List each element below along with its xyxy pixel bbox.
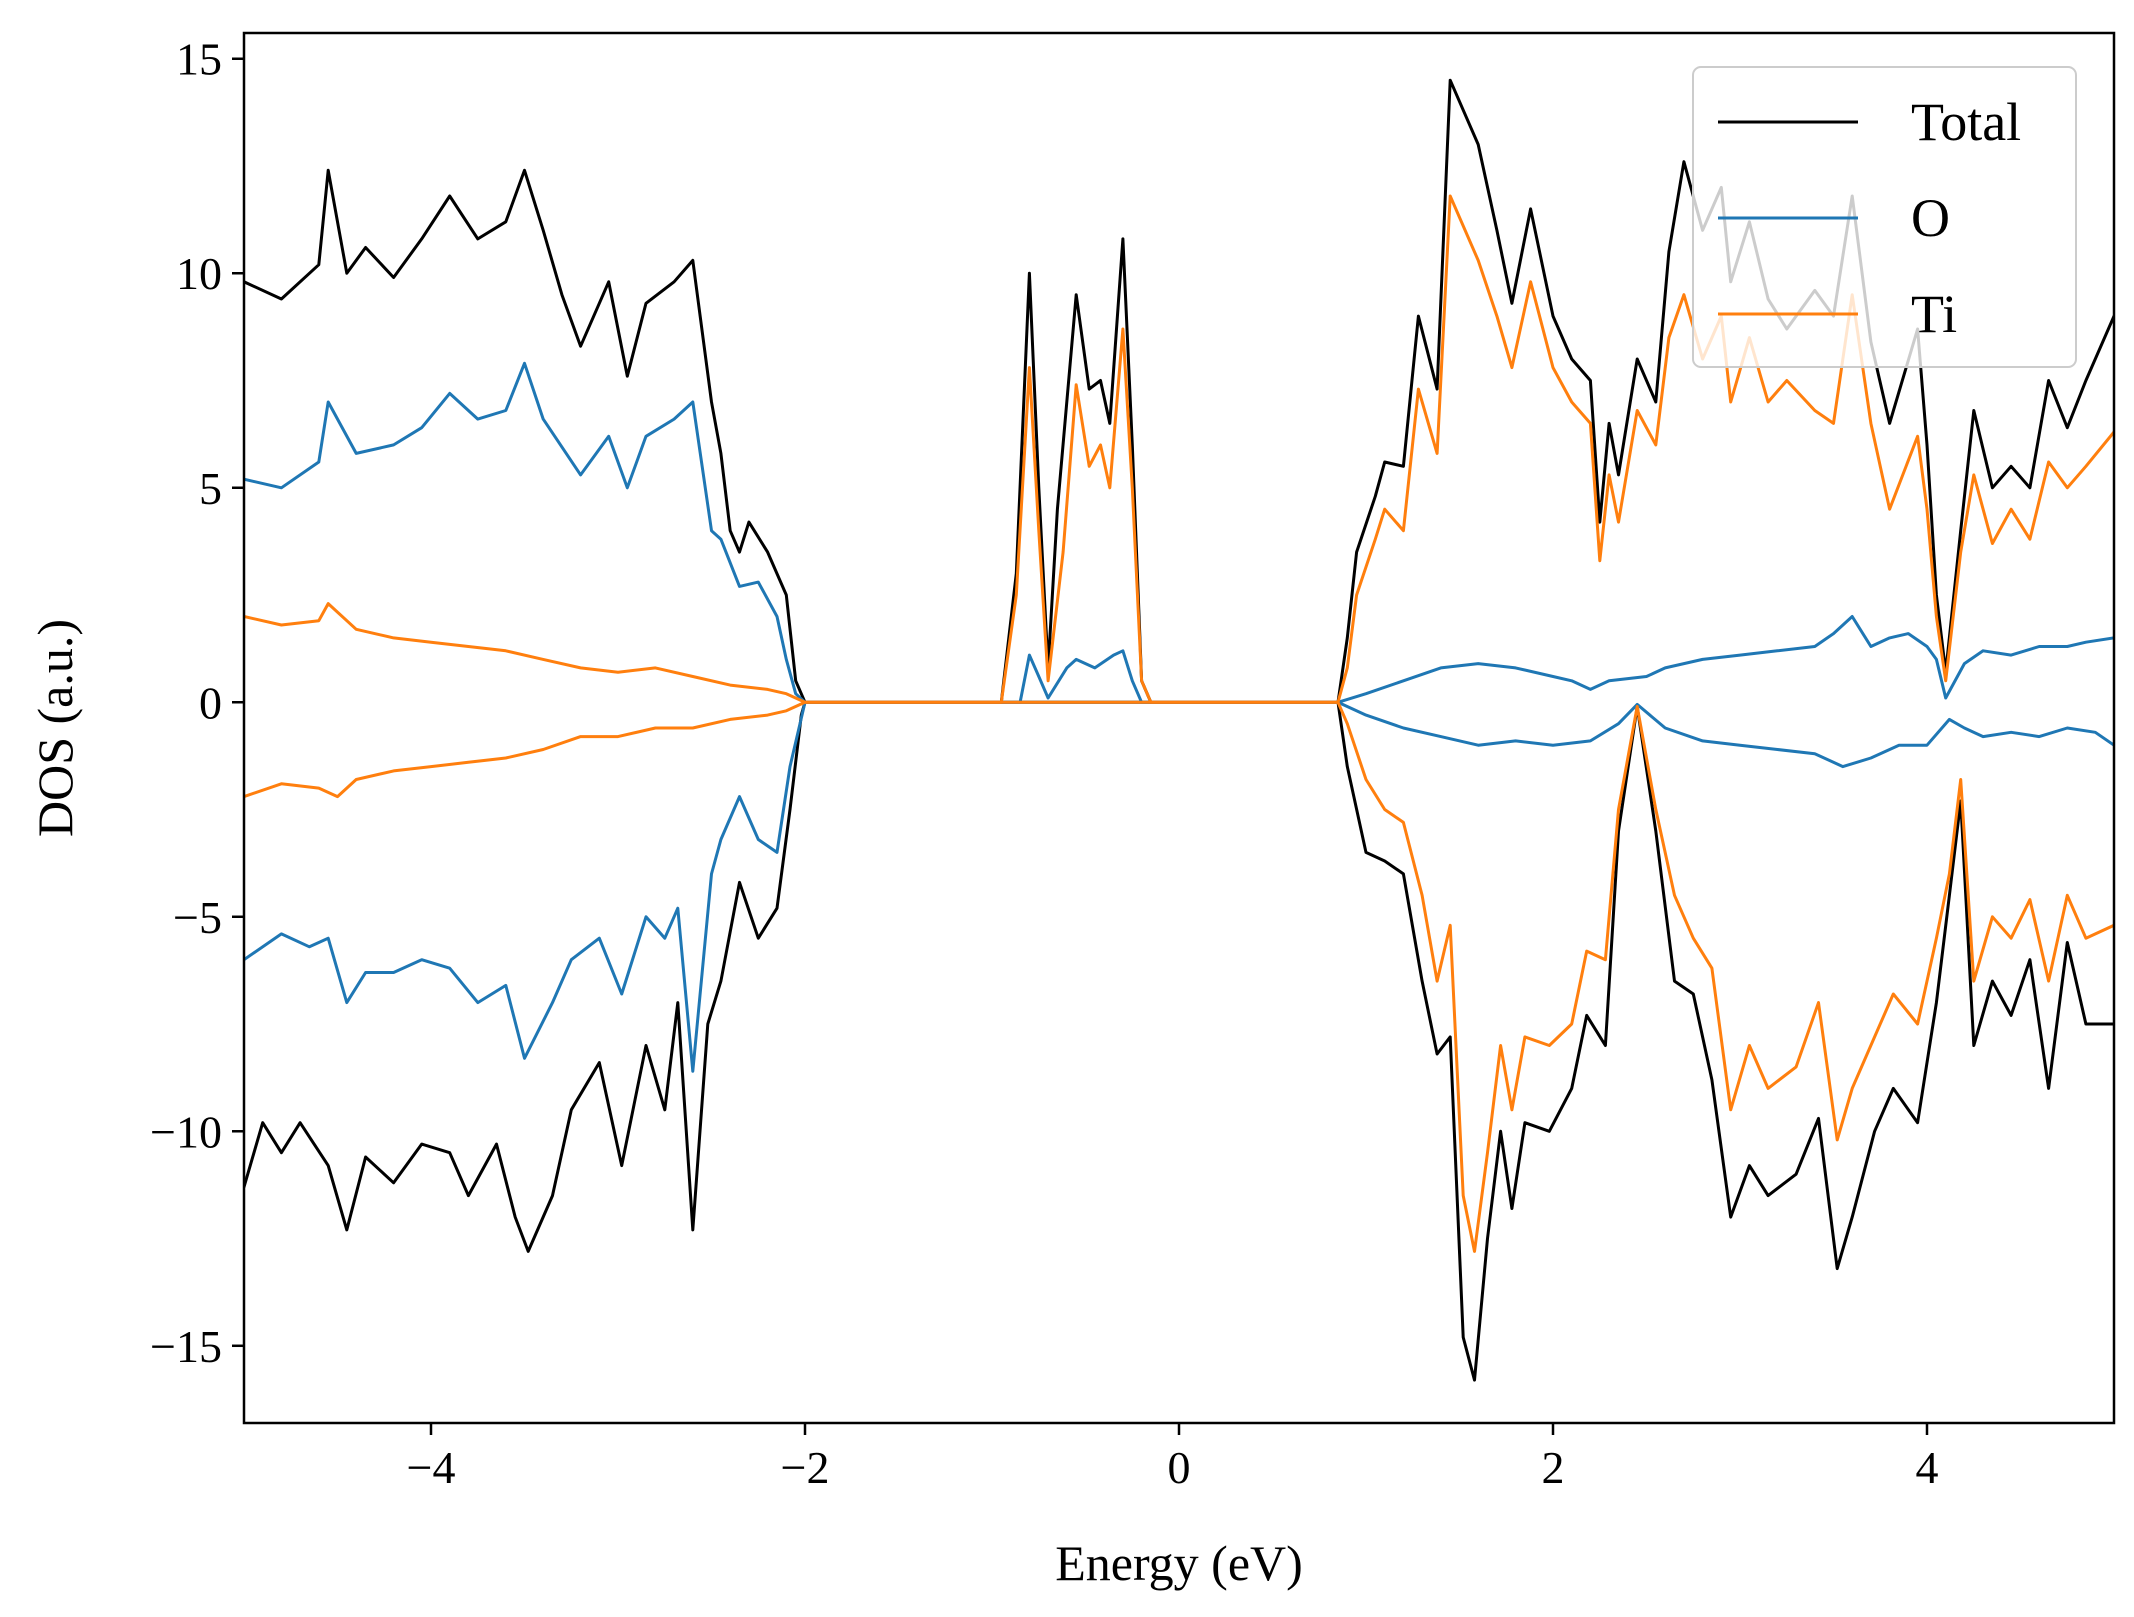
- legend-label: Total: [1911, 92, 2021, 152]
- y-tick-label: 15: [176, 34, 222, 85]
- series-ti-spin-up: [244, 194, 2114, 704]
- x-tick-label: −4: [407, 1442, 456, 1493]
- series-o-spin-up: [244, 361, 2114, 704]
- legend-label: Ti: [1911, 284, 1957, 344]
- x-tick-label: −2: [781, 1442, 830, 1493]
- series-o-spin-down: [244, 700, 2114, 1073]
- x-axis: −4 −2 0 2 4: [407, 1423, 1939, 1493]
- y-tick-label: 0: [199, 677, 222, 728]
- x-tick-label: 2: [1542, 1442, 1565, 1493]
- y-tick-label: −5: [173, 892, 222, 943]
- y-axis: −15 −10 −5 0 5 10 15: [150, 34, 244, 1372]
- y-tick-label: 10: [176, 248, 222, 299]
- y-tick-label: −10: [150, 1106, 222, 1157]
- legend: Total O Ti: [1692, 66, 2077, 368]
- series-ti-spin-down: [244, 700, 2114, 1253]
- x-axis-label: Energy (eV): [1055, 1535, 1303, 1591]
- legend-box: [1692, 66, 2077, 368]
- y-axis-label: DOS (a.u.): [27, 619, 83, 837]
- y-tick-label: 5: [199, 463, 222, 514]
- series-total-spin-down: [244, 700, 2114, 1382]
- x-tick-label: 0: [1168, 1442, 1191, 1493]
- legend-label: O: [1911, 188, 1950, 248]
- x-tick-label: 4: [1916, 1442, 1939, 1493]
- y-tick-label: −15: [150, 1321, 222, 1372]
